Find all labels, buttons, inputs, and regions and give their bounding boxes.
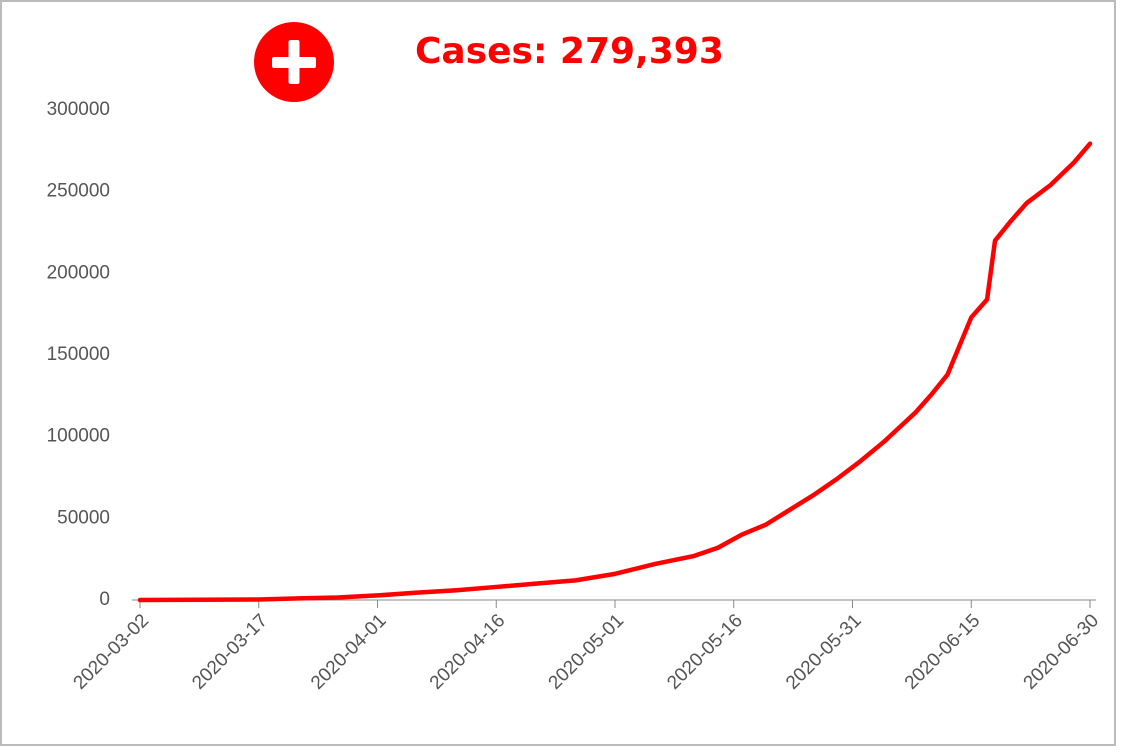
chart-title: Cases: 279,393 [415, 31, 724, 72]
y-tick-label: 200000 [47, 262, 110, 283]
y-tick-label: 250000 [47, 181, 110, 202]
y-tick-label: 150000 [47, 344, 110, 365]
y-tick-label: 0 [99, 589, 110, 610]
y-tick-label: 50000 [57, 507, 110, 528]
y-tick-label: 100000 [47, 426, 110, 447]
y-tick-label: 300000 [47, 99, 110, 120]
icon [254, 22, 334, 102]
frame [0, 0, 1116, 746]
line [137, 141, 1093, 603]
